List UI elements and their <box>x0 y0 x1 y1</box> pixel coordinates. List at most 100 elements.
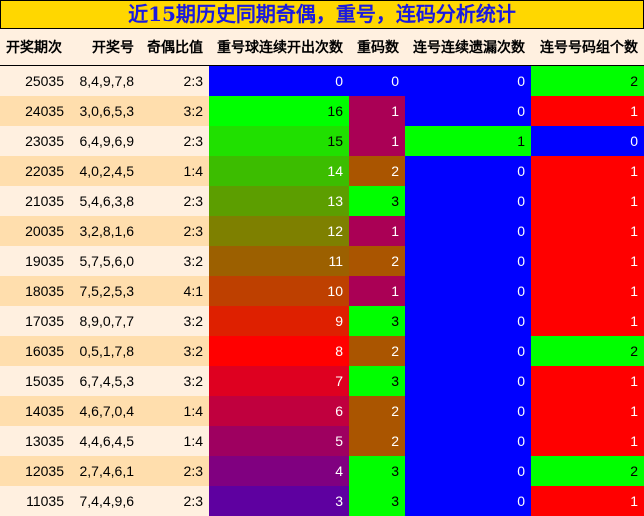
cell-numbers: 0,5,1,7,8 <box>70 336 140 366</box>
cell-consec-miss: 0 <box>405 426 531 456</box>
table-row: 19035 5,7,5,6,0 3:2 11 2 0 1 <box>0 246 644 276</box>
cell-numbers: 4,6,7,0,4 <box>70 396 140 426</box>
cell-consec-miss: 0 <box>405 396 531 426</box>
cell-consec-groups: 1 <box>531 186 644 216</box>
cell-repeat-streak: 15 <box>209 126 349 156</box>
cell-repeat-streak: 11 <box>209 246 349 276</box>
table-row: 18035 7,5,2,5,3 4:1 10 1 0 1 <box>0 276 644 306</box>
cell-ratio: 2:3 <box>140 216 209 246</box>
cell-repeat-streak: 6 <box>209 396 349 426</box>
cell-ratio: 2:3 <box>140 186 209 216</box>
cell-repeat-streak: 8 <box>209 336 349 366</box>
cell-period: 20035 <box>0 216 70 246</box>
cell-period: 16035 <box>0 336 70 366</box>
cell-consec-miss: 0 <box>405 486 531 516</box>
cell-consec-groups: 1 <box>531 276 644 306</box>
cell-consec-miss: 0 <box>405 96 531 126</box>
cell-repeat-count: 0 <box>349 65 405 96</box>
cell-ratio: 2:3 <box>140 126 209 156</box>
cell-repeat-count: 2 <box>349 156 405 186</box>
cell-repeat-streak: 13 <box>209 186 349 216</box>
cell-period: 11035 <box>0 486 70 516</box>
cell-consec-groups: 2 <box>531 336 644 366</box>
cell-numbers: 6,4,9,6,9 <box>70 126 140 156</box>
cell-ratio: 1:4 <box>140 156 209 186</box>
table-row: 11035 7,4,4,9,6 2:3 3 3 0 1 <box>0 486 644 516</box>
cell-repeat-count: 3 <box>349 366 405 396</box>
cell-ratio: 3:2 <box>140 336 209 366</box>
cell-consec-miss: 0 <box>405 366 531 396</box>
cell-repeat-streak: 16 <box>209 96 349 126</box>
cell-period: 21035 <box>0 186 70 216</box>
cell-consec-groups: 2 <box>531 456 644 486</box>
cell-repeat-streak: 9 <box>209 306 349 336</box>
header-repeat-streak: 重号球连续开出次数 <box>209 29 349 66</box>
cell-consec-groups: 1 <box>531 426 644 456</box>
cell-consec-miss: 0 <box>405 276 531 306</box>
cell-ratio: 2:3 <box>140 456 209 486</box>
table-row: 23035 6,4,9,6,9 2:3 15 1 1 0 <box>0 126 644 156</box>
cell-repeat-streak: 3 <box>209 486 349 516</box>
header-row: 开奖期次 开奖号 奇偶比值 重号球连续开出次数 重码数 连号连续遗漏次数 连号号… <box>0 29 644 66</box>
cell-consec-groups: 0 <box>531 126 644 156</box>
cell-consec-groups: 1 <box>531 156 644 186</box>
cell-period: 24035 <box>0 96 70 126</box>
cell-repeat-count: 2 <box>349 426 405 456</box>
cell-ratio: 3:2 <box>140 366 209 396</box>
cell-consec-miss: 0 <box>405 306 531 336</box>
cell-repeat-count: 2 <box>349 336 405 366</box>
cell-numbers: 8,9,0,7,7 <box>70 306 140 336</box>
cell-consec-miss: 0 <box>405 65 531 96</box>
cell-ratio: 3:2 <box>140 246 209 276</box>
cell-repeat-count: 1 <box>349 276 405 306</box>
cell-consec-miss: 1 <box>405 126 531 156</box>
cell-consec-groups: 2 <box>531 65 644 96</box>
stats-table: 开奖期次 开奖号 奇偶比值 重号球连续开出次数 重码数 连号连续遗漏次数 连号号… <box>0 29 644 516</box>
cell-ratio: 1:4 <box>140 426 209 456</box>
cell-repeat-count: 3 <box>349 186 405 216</box>
cell-ratio: 2:3 <box>140 65 209 96</box>
cell-period: 19035 <box>0 246 70 276</box>
cell-repeat-streak: 0 <box>209 65 349 96</box>
header-consec-groups: 连号号码组个数 <box>531 29 644 66</box>
cell-numbers: 7,4,4,9,6 <box>70 486 140 516</box>
header-repeat-count: 重码数 <box>349 29 405 66</box>
cell-repeat-count: 3 <box>349 306 405 336</box>
table-row: 22035 4,0,2,4,5 1:4 14 2 0 1 <box>0 156 644 186</box>
cell-period: 15035 <box>0 366 70 396</box>
cell-numbers: 5,4,6,3,8 <box>70 186 140 216</box>
cell-repeat-count: 3 <box>349 456 405 486</box>
cell-consec-groups: 1 <box>531 486 644 516</box>
header-consec-miss: 连号连续遗漏次数 <box>405 29 531 66</box>
cell-consec-groups: 1 <box>531 216 644 246</box>
cell-repeat-streak: 4 <box>209 456 349 486</box>
cell-ratio: 3:2 <box>140 306 209 336</box>
table-row: 13035 4,4,6,4,5 1:4 5 2 0 1 <box>0 426 644 456</box>
cell-repeat-streak: 5 <box>209 426 349 456</box>
cell-ratio: 2:3 <box>140 486 209 516</box>
table-row: 20035 3,2,8,1,6 2:3 12 1 0 1 <box>0 216 644 246</box>
cell-consec-groups: 1 <box>531 396 644 426</box>
cell-consec-miss: 0 <box>405 336 531 366</box>
cell-repeat-streak: 7 <box>209 366 349 396</box>
cell-period: 13035 <box>0 426 70 456</box>
cell-consec-groups: 1 <box>531 96 644 126</box>
table-row: 12035 2,7,4,6,1 2:3 4 3 0 2 <box>0 456 644 486</box>
table-row: 25035 8,4,9,7,8 2:3 0 0 0 2 <box>0 65 644 96</box>
cell-ratio: 1:4 <box>140 396 209 426</box>
table-row: 14035 4,6,7,0,4 1:4 6 2 0 1 <box>0 396 644 426</box>
cell-repeat-count: 1 <box>349 96 405 126</box>
cell-consec-miss: 0 <box>405 246 531 276</box>
cell-repeat-count: 1 <box>349 126 405 156</box>
cell-numbers: 2,7,4,6,1 <box>70 456 140 486</box>
header-ratio: 奇偶比值 <box>140 29 209 66</box>
table-row: 16035 0,5,1,7,8 3:2 8 2 0 2 <box>0 336 644 366</box>
table-row: 21035 5,4,6,3,8 2:3 13 3 0 1 <box>0 186 644 216</box>
cell-period: 18035 <box>0 276 70 306</box>
cell-repeat-count: 1 <box>349 216 405 246</box>
cell-period: 14035 <box>0 396 70 426</box>
cell-ratio: 3:2 <box>140 96 209 126</box>
cell-consec-miss: 0 <box>405 456 531 486</box>
cell-repeat-streak: 12 <box>209 216 349 246</box>
cell-period: 12035 <box>0 456 70 486</box>
